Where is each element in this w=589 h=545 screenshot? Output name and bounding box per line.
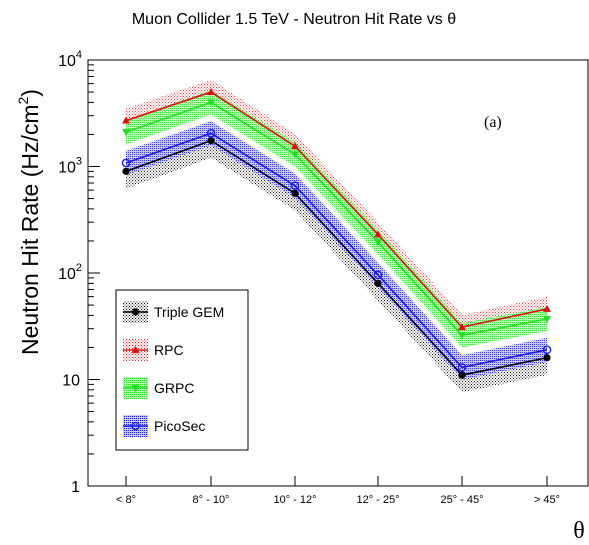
line-picosec: [125, 132, 548, 369]
band-grpc: [126, 90, 547, 348]
line-grpc: [125, 101, 548, 337]
point-triple-gem: [458, 371, 466, 379]
point-rpc: [458, 323, 466, 331]
point-triple-gem: [374, 279, 382, 287]
legend-marker-triple-gem: [131, 308, 140, 316]
point-picosec: [121, 158, 131, 168]
legend-marker-rpc: [131, 346, 140, 353]
legend-label-triple-gem: Triple GEM: [154, 304, 224, 320]
point-grpc: [458, 332, 466, 340]
point-picosec: [542, 345, 552, 355]
point-picosec: [373, 270, 383, 280]
x-tick-label: 8° - 10°: [193, 494, 230, 506]
point-grpc: [122, 129, 130, 137]
annotation-a: (a): [484, 114, 502, 131]
y-axis-label: Neutron Hit Rate (Hz/cm2): [15, 89, 43, 355]
point-rpc: [291, 142, 299, 150]
band-picosec: [126, 121, 547, 380]
x-tick-label: 12° - 25°: [356, 494, 399, 506]
legend-marker-grpc: [131, 385, 140, 392]
point-grpc: [374, 239, 382, 247]
axes: 1 10 102 103 104 < 8° 8° - 10° 10° - 12° 12° - 2…: [58, 49, 560, 506]
point-grpc: [291, 151, 299, 159]
point-triple-gem: [291, 189, 299, 197]
point-picosec: [457, 363, 467, 372]
y-tick-label: 102: [58, 262, 82, 283]
point-grpc: [543, 315, 551, 323]
x-axis-label: θ: [573, 518, 585, 544]
x-tick-label: 10° - 12°: [273, 494, 316, 506]
legend: Triple GEM RPC GRPC PicoSec: [115, 289, 249, 451]
point-grpc: [207, 99, 215, 107]
series-markers: [121, 88, 552, 379]
point-rpc: [207, 88, 215, 96]
x-tick-label: > 45°: [534, 494, 560, 506]
x-tick-label: 25° - 45°: [440, 494, 483, 506]
y-tick-label: 103: [58, 156, 82, 177]
y-tick-label: 10: [62, 373, 80, 390]
line-triple-gem: [125, 139, 548, 376]
x-tick-label: < 8°: [116, 494, 136, 506]
legend-label-rpc: RPC: [154, 342, 184, 358]
point-picosec: [290, 181, 300, 191]
point-rpc: [543, 304, 551, 312]
point-picosec: [206, 128, 216, 138]
line-rpc: [125, 91, 548, 329]
point-triple-gem: [122, 167, 130, 175]
chart-title: Muon Collider 1.5 TeV - Neutron Hit Rate…: [132, 11, 456, 28]
legend-label-picosec: PicoSec: [154, 418, 205, 434]
legend-marker-picosec: [131, 421, 140, 431]
y-tick-label: 1: [71, 479, 80, 496]
point-triple-gem: [207, 137, 215, 145]
point-rpc: [374, 230, 382, 238]
y-tick-label: 104: [58, 49, 82, 70]
series-lines: [125, 91, 548, 376]
point-rpc: [122, 116, 130, 124]
legend-label-grpc: GRPC: [154, 380, 194, 396]
point-triple-gem: [543, 354, 551, 362]
